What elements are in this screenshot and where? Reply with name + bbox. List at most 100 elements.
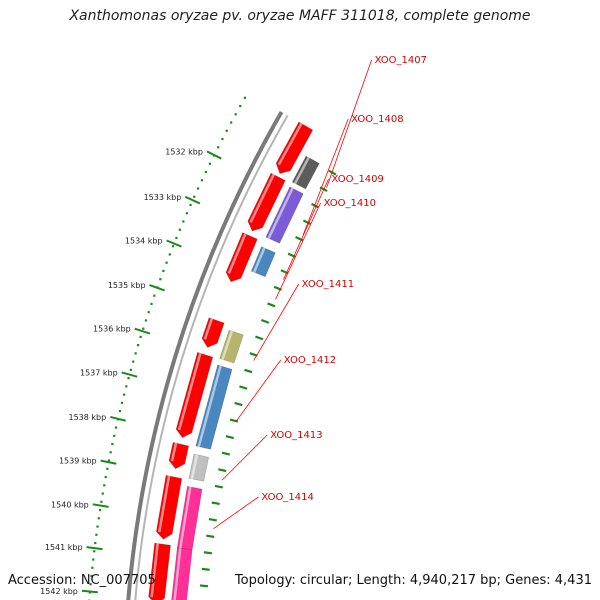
gene-feature (265, 186, 304, 244)
kbp-dot (204, 170, 207, 174)
cds-feature (148, 542, 171, 600)
kbp-label: 1533 kbp (144, 193, 182, 202)
kbp-label: 1542 kbp (40, 587, 78, 596)
gene-track-tick (239, 385, 248, 390)
kbp-dot (208, 162, 211, 165)
gene-label-leader (213, 496, 259, 530)
kbp-dot (162, 269, 165, 273)
kbp-tick (134, 327, 151, 335)
gene-track-tick (234, 401, 243, 407)
gene-feature-highlight (190, 454, 199, 480)
gene-label-leader (302, 118, 349, 236)
kbp-dot (120, 401, 124, 404)
kbp-dot (125, 385, 128, 388)
cds-feature-body (247, 172, 286, 232)
kbp-dot (196, 187, 200, 190)
kbp-dot (185, 212, 189, 215)
gene-label: XOO_1407 (375, 55, 427, 66)
kbp-dot (144, 319, 148, 322)
gene-feature-body (265, 186, 304, 244)
kbp-dot (92, 558, 95, 561)
gene-label: XOO_1412 (284, 355, 336, 366)
gene-label-leader (221, 434, 268, 481)
kbp-dot (168, 253, 171, 256)
cds-feature (225, 232, 258, 283)
gene-label-leader (235, 359, 282, 423)
gene-track-tick (255, 335, 264, 341)
gene-feature (176, 485, 203, 551)
gene-track-tick (206, 534, 215, 538)
backbone-outer-line (126, 111, 284, 600)
gene-track-tick (328, 169, 337, 176)
gene-track-tick (302, 219, 312, 225)
kbp-tick (92, 503, 109, 508)
gene-track-tick (267, 302, 276, 308)
gene-track-tick (280, 269, 289, 275)
gene-label: XOO_1414 (261, 492, 313, 503)
gene-label-leader (326, 59, 372, 188)
kbp-ruler: 1532 kbp 1533 kbp 1534 kbp 1535 kbp 1536 kbp… (40, 147, 222, 596)
gene-label-leader (283, 178, 329, 280)
kbp-label: 1536 kbp (93, 325, 131, 334)
gene-function-track (171, 155, 320, 600)
gene-feature-body (291, 155, 320, 190)
kbp-label: 1534 kbp (125, 237, 163, 246)
kbp-dot (118, 410, 122, 413)
gene-feature (195, 364, 233, 450)
kbp-dot (101, 492, 104, 495)
kbp-dot (139, 335, 142, 339)
kbp-dot (134, 352, 137, 355)
kbp-label: 1538 kbp (68, 413, 106, 422)
kbp-dot (98, 508, 102, 512)
gene-feature (250, 246, 276, 278)
kbp-dot (103, 484, 106, 487)
kbp-tick (81, 589, 98, 594)
kbp-dot (171, 245, 175, 248)
accession-text: Accession: NC_007705 (8, 573, 156, 588)
kbp-dot (104, 475, 107, 479)
kbp-dot (111, 442, 114, 446)
genome-summary-text: Topology: circular; Length: 4,940,217 bp… (234, 573, 592, 588)
gene-track-tick (211, 501, 220, 506)
kbp-dot (239, 104, 242, 108)
gene-feature-body (250, 246, 276, 278)
kbp-label: 1537 kbp (80, 368, 118, 377)
gene-feature-body (219, 329, 244, 364)
kbp-dot (132, 360, 135, 363)
kbp-dot (95, 533, 98, 536)
kbp-dot (113, 434, 116, 437)
gene-label: XOO_1408 (351, 114, 403, 125)
cds-feature-body (175, 351, 214, 438)
kbp-dot (178, 228, 181, 231)
kbp-dot (159, 278, 162, 281)
gene-feature-highlight (293, 157, 310, 185)
gene-feature (291, 155, 320, 190)
gene-feature-body (171, 547, 193, 600)
gene-label: XOO_1411 (302, 279, 354, 290)
gene-feature-highlight (267, 187, 294, 239)
gene-track-tick (311, 202, 320, 209)
cds-feature (168, 442, 190, 470)
gene-track-tick (208, 518, 217, 522)
kbp-dot (175, 236, 178, 240)
kbp-dot (225, 129, 228, 132)
cds-feature-highlight (150, 543, 159, 598)
gene-feature-highlight (179, 486, 192, 549)
kbp-dot (123, 393, 126, 396)
cds-feature-highlight (177, 352, 202, 431)
backbone-inner-line (134, 115, 289, 600)
gene-label-leader (275, 202, 321, 300)
cds-feature-body (275, 121, 314, 174)
gene-track-tick (201, 567, 210, 571)
gene-track-tick (203, 551, 212, 555)
kbp-dot (114, 426, 118, 429)
gene-label-leader (253, 283, 300, 361)
gene-track-tick (199, 584, 209, 588)
kbp-dot (89, 583, 92, 586)
gene-feature-highlight (173, 548, 182, 600)
gene-labels: XOO_1407 XOO_1408 XOO_1409 XOO_1410 XOO_1411… (213, 55, 427, 530)
cds-feature-highlight (249, 174, 275, 223)
kbp-tick (149, 284, 165, 292)
kbp-dot (97, 517, 100, 520)
